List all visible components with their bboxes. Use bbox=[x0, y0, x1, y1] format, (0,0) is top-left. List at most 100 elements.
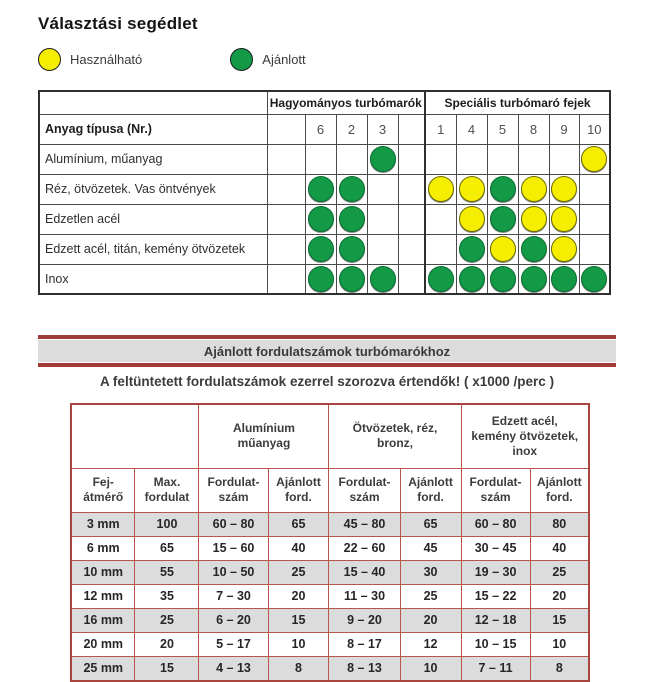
recommended-dot bbox=[489, 206, 516, 232]
group-aluminium: Alumínium műanyag bbox=[198, 403, 330, 469]
dot-cell bbox=[304, 203, 337, 235]
speed-value-cell: 40 bbox=[267, 535, 330, 561]
speed-value-cell: 20 bbox=[399, 607, 462, 633]
speed-value-cell: 8 – 17 bbox=[328, 631, 401, 657]
dot-cell bbox=[455, 173, 488, 205]
dot-cell bbox=[304, 233, 337, 265]
recommended-dot bbox=[307, 236, 334, 262]
column-number: 3 bbox=[366, 113, 399, 145]
dot-cell bbox=[397, 263, 426, 295]
dot-cell bbox=[335, 233, 368, 265]
speed-value-cell: 40 bbox=[529, 535, 590, 561]
group-alloys: Ötvözetek, réz, bronz, bbox=[328, 403, 462, 469]
speed-row: 12 mm 35 7 – 30 20 11 – 30 25 15 – 22 20 bbox=[70, 583, 590, 609]
speed-value-cell: 25 bbox=[134, 607, 200, 633]
dot-cell bbox=[397, 173, 426, 205]
dot-cell bbox=[397, 233, 426, 265]
dot-cell bbox=[266, 203, 306, 235]
dot-cell bbox=[455, 203, 488, 235]
dot-cell bbox=[424, 263, 457, 295]
dot-cell bbox=[424, 173, 457, 205]
usable-dot bbox=[489, 236, 516, 262]
selection-table-body: Alumínium, műanyag Réz, ötvözetek. Vas ön… bbox=[38, 143, 611, 295]
dot-cell bbox=[304, 263, 337, 295]
dot-cell bbox=[517, 173, 550, 205]
diameter-cell: 16 mm bbox=[70, 607, 136, 633]
speed-value-cell: 15 – 22 bbox=[460, 583, 531, 609]
speed-value-cell: 45 bbox=[399, 535, 462, 561]
dot-cell bbox=[548, 233, 580, 265]
dot-cell bbox=[266, 143, 306, 175]
recommended-dot bbox=[307, 206, 334, 232]
column-number: 5 bbox=[486, 113, 519, 145]
dot-cell bbox=[335, 263, 368, 295]
column-number: 10 bbox=[578, 113, 611, 145]
group-hardened: Edzett acél, kemény ötvözetek, inox bbox=[460, 403, 590, 469]
recommended-dot bbox=[551, 265, 578, 292]
dot-cell bbox=[548, 173, 580, 205]
speed-note: A feltüntetett fordulatszámok ezerrel sz… bbox=[99, 374, 555, 389]
speed-value-cell: 15 bbox=[529, 607, 590, 633]
group-header-row: Hagyományos turbómarók Speciális turbóma… bbox=[38, 90, 611, 115]
speed-value-cell: 20 bbox=[267, 583, 330, 609]
recommended-dot bbox=[520, 265, 547, 292]
speed-value-cell: 100 bbox=[134, 511, 200, 537]
selection-table: Hagyományos turbómarók Speciális turbóma… bbox=[38, 90, 612, 295]
speed-value-cell: 20 bbox=[529, 583, 590, 609]
dot-cell bbox=[578, 263, 611, 295]
speed-value-cell: 25 bbox=[399, 583, 462, 609]
material-row: Edzetlen acél bbox=[38, 203, 611, 235]
recommended-dot bbox=[458, 265, 485, 292]
speed-value-cell: 65 bbox=[267, 511, 330, 537]
blank-cell bbox=[70, 403, 200, 469]
column-number: 6 bbox=[304, 113, 337, 145]
dot-cell bbox=[266, 173, 306, 205]
dot-cell bbox=[366, 233, 399, 265]
legend: Használható Ajánlott bbox=[38, 46, 638, 72]
dot-cell bbox=[266, 263, 306, 295]
speed-value-cell: 55 bbox=[134, 559, 200, 585]
speed-value-cell: 5 – 17 bbox=[198, 631, 269, 657]
speed-value-cell: 6 – 20 bbox=[198, 607, 269, 633]
speed-value-cell: 9 – 20 bbox=[328, 607, 401, 633]
dot-cell bbox=[578, 203, 611, 235]
speed-row: 16 mm 25 6 – 20 15 9 – 20 20 12 – 18 15 bbox=[70, 607, 590, 633]
recommended-dot bbox=[307, 176, 334, 202]
material-type-header: Anyag típusa (Nr.) bbox=[38, 113, 268, 145]
recommended-dot bbox=[369, 265, 396, 292]
usable-dot-icon bbox=[38, 47, 61, 71]
dot-cell bbox=[366, 143, 399, 175]
dot-cell bbox=[366, 203, 399, 235]
speed-row: 20 mm 20 5 – 17 10 8 – 17 12 10 – 15 10 bbox=[70, 631, 590, 657]
speed-value-cell: 25 bbox=[267, 559, 330, 585]
speed-value-cell: 12 – 18 bbox=[460, 607, 531, 633]
speed-value-cell: 65 bbox=[399, 511, 462, 537]
speed-value-cell: 35 bbox=[134, 583, 200, 609]
usable-dot bbox=[551, 236, 578, 262]
usable-dot bbox=[458, 176, 485, 202]
speed-subheader-row: Fej- átmérő Max. fordulat Fordulat- szám… bbox=[70, 467, 590, 513]
usable-dot bbox=[458, 206, 485, 232]
dot-cell bbox=[455, 143, 488, 175]
legend-label-recommended: Ajánlott bbox=[262, 51, 306, 67]
dot-cell bbox=[366, 263, 399, 295]
dot-cell bbox=[578, 173, 611, 205]
speed-value-cell: 45 – 80 bbox=[328, 511, 401, 537]
dot-cell bbox=[304, 143, 337, 175]
diameter-cell: 20 mm bbox=[70, 631, 136, 657]
recommended-dot bbox=[520, 236, 547, 262]
spacer-cell bbox=[266, 113, 306, 145]
material-label: Alumínium, műanyag bbox=[38, 143, 268, 175]
dot-cell bbox=[486, 203, 519, 235]
recommended-dot bbox=[338, 265, 365, 292]
dot-cell bbox=[486, 233, 519, 265]
col-head-recommended-3: Ajánlott ford. bbox=[529, 467, 590, 513]
col-head-speed-2: Fordulat- szám bbox=[328, 467, 401, 513]
col-head-speed-1: Fordulat- szám bbox=[198, 467, 269, 513]
col-head-diameter: Fej- átmérő bbox=[70, 467, 136, 513]
usable-dot bbox=[520, 176, 547, 202]
dot-cell bbox=[335, 173, 368, 205]
speed-row: 10 mm 55 10 – 50 25 15 – 40 30 19 – 30 25 bbox=[70, 559, 590, 585]
material-label: Edzetlen acél bbox=[38, 203, 268, 235]
legend-item-usable: Használható bbox=[38, 47, 142, 71]
